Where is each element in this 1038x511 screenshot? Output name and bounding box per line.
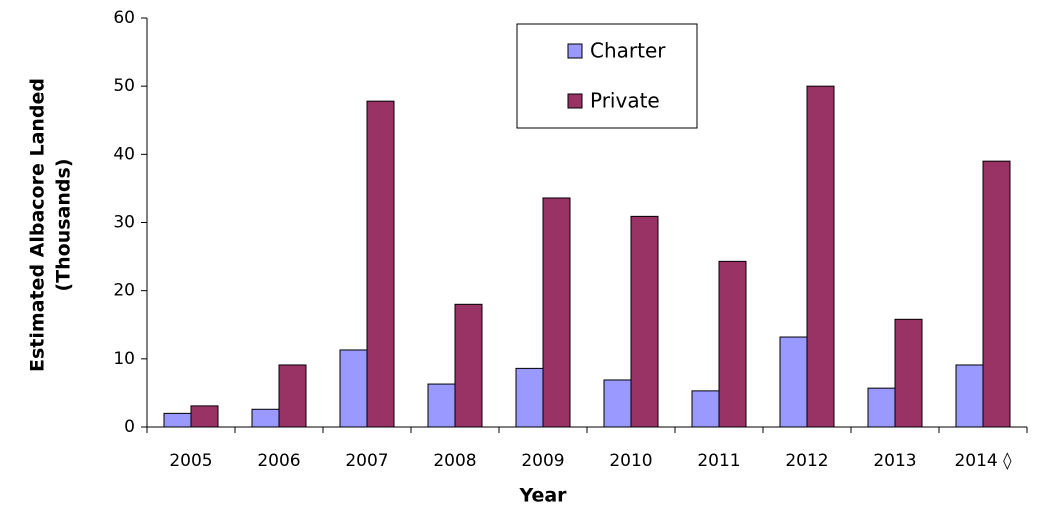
y-tick-label: 50 (113, 76, 135, 96)
bar (691, 390, 720, 428)
y-tick-label: 30 (113, 213, 135, 233)
x-tick-label: 2013 (873, 451, 916, 471)
bar (630, 215, 659, 428)
legend-swatch (567, 43, 583, 59)
bar (542, 197, 571, 428)
bar (454, 303, 483, 428)
bar (190, 405, 219, 428)
x-tick-label: 2008 (433, 451, 476, 471)
x-axis-title: Year (518, 485, 567, 507)
bar (718, 260, 747, 428)
bar (251, 408, 280, 428)
bar (427, 383, 456, 428)
x-tick-label: 2005 (169, 451, 212, 471)
bar (603, 379, 632, 428)
x-tick-label: 2010 (609, 451, 652, 471)
legend-box (516, 23, 698, 129)
y-tick-label: 60 (113, 8, 135, 28)
x-tick-label: 2009 (521, 451, 564, 471)
y-axis-title-line: Estimated Albacore Landed (27, 78, 49, 372)
bar (894, 318, 923, 428)
y-tick-label: 40 (113, 144, 135, 164)
x-tick-label: 2006 (257, 451, 300, 471)
bar (163, 412, 192, 428)
x-tick-label: 2012 (785, 451, 828, 471)
bar (515, 367, 544, 428)
legend: Charter Private (516, 23, 698, 129)
x-tick-label: 2007 (345, 451, 388, 471)
bar (339, 349, 368, 428)
bar (806, 85, 835, 428)
y-axis-title: Estimated Albacore Landed (Thousands) (27, 78, 75, 372)
y-tick-label: 20 (113, 281, 135, 301)
legend-swatch (567, 93, 583, 109)
bar (366, 100, 395, 428)
y-tick-label: 0 (124, 417, 135, 437)
x-tick-label: 2014 ◊ (954, 451, 1012, 471)
legend-label: Private (590, 89, 660, 113)
y-axis-title-line: (Thousands) (53, 159, 75, 292)
bar (982, 160, 1011, 428)
bar (867, 387, 896, 428)
y-tick-label: 10 (113, 349, 135, 369)
bar (955, 364, 984, 428)
x-tick-label: 2011 (697, 451, 740, 471)
legend-label: Charter (590, 39, 666, 63)
bar (278, 364, 307, 428)
bar (779, 336, 808, 428)
